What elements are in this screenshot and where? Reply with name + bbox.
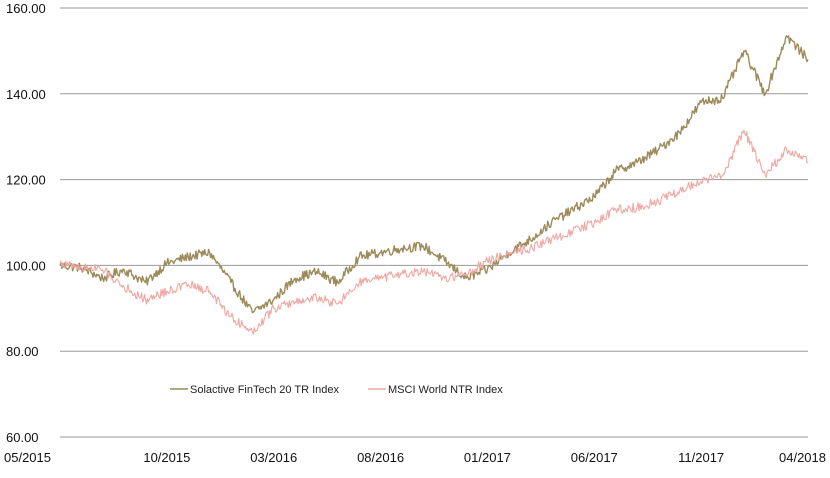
y-tick-label: 140.00: [6, 87, 46, 102]
grid-layer: [60, 7, 808, 438]
x-axis-ticks: 05/2015 10/2015 03/2016 08/2016 01/2017 06/20…: [4, 450, 826, 465]
legend-label-msci: MSCI World NTR Index: [388, 384, 503, 396]
y-axis-ticks: 60.00 80.00 100.00 120.00 140.00 160.00: [6, 1, 46, 445]
y-tick-label: 100.00: [6, 258, 46, 273]
legend-label-fintech: Solactive FinTech 20 TR Index: [190, 384, 339, 396]
series-line-fintech: [59, 35, 809, 314]
x-tick-label: 05/2015: [4, 450, 51, 465]
x-tick-label: 03/2016: [250, 450, 297, 465]
y-tick-label: 120.00: [6, 173, 46, 188]
y-tick-label: 60.00: [6, 430, 39, 445]
x-tick-label: 10/2015: [143, 450, 190, 465]
y-tick-label: 160.00: [6, 1, 46, 16]
x-tick-label: 01/2017: [464, 450, 511, 465]
series-line-msci: [59, 129, 809, 335]
legend: Solactive FinTech 20 TR Index MSCI World…: [170, 384, 503, 396]
x-tick-label: 08/2016: [357, 450, 404, 465]
x-tick-label: 04/2018: [779, 450, 826, 465]
y-tick-label: 80.00: [6, 344, 39, 359]
series-layer: [59, 35, 809, 335]
x-tick-label: 11/2017: [678, 450, 724, 465]
x-tick-label: 06/2017: [571, 450, 618, 465]
